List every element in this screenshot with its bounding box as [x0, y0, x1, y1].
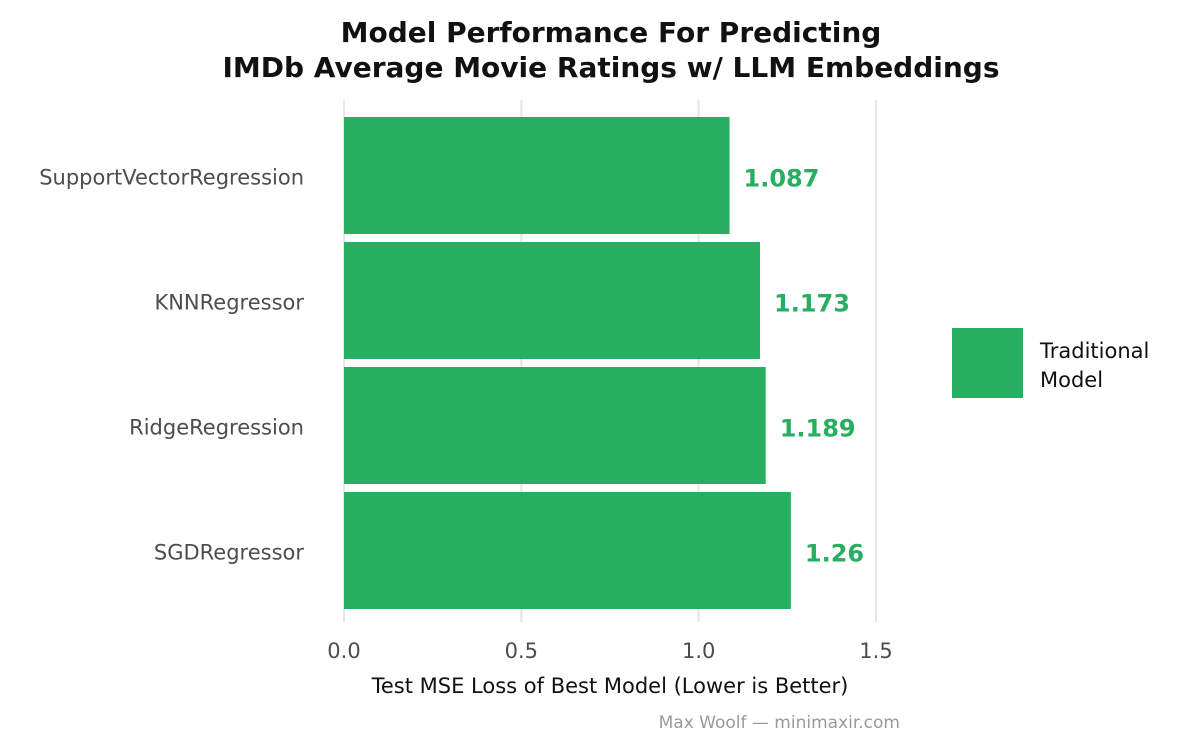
x-axis-title: Test MSE Loss of Best Model (Lower is Be…: [371, 674, 849, 698]
bars: [344, 117, 791, 609]
category-label: KNNRegressor: [154, 291, 304, 315]
chart-title-line-1: Model Performance For Predicting: [341, 16, 882, 49]
legend-label-line-1: Traditional: [1039, 339, 1149, 363]
bar: [344, 367, 766, 484]
category-label: SupportVectorRegression: [39, 166, 304, 190]
data-label: 1.087: [744, 165, 820, 193]
chart-title-line-2: IMDb Average Movie Ratings w/ LLM Embedd…: [222, 51, 999, 84]
data-label: 1.173: [774, 290, 850, 318]
bar: [344, 117, 730, 234]
legend-label-line-2: Model: [1040, 368, 1103, 392]
category-label: SGDRegressor: [154, 541, 304, 565]
chart-caption: Max Woolf — minimaxir.com: [659, 713, 900, 733]
bar: [344, 242, 761, 359]
labels: 0.0 0.5 1.0 1.5 SupportVectorRegression 1.087…: [39, 165, 893, 664]
x-tick-label: 1.0: [682, 639, 715, 663]
x-tick-label: 0.5: [505, 639, 538, 663]
bar: [344, 492, 791, 609]
x-tick-label: 1.5: [859, 639, 892, 663]
x-tick-label: 0.0: [327, 639, 360, 663]
data-label: 1.189: [780, 415, 856, 443]
legend-swatch: [952, 328, 1023, 398]
legend: Traditional Model: [952, 328, 1149, 398]
category-label: RidgeRegression: [129, 416, 304, 440]
data-label: 1.26: [805, 540, 864, 568]
